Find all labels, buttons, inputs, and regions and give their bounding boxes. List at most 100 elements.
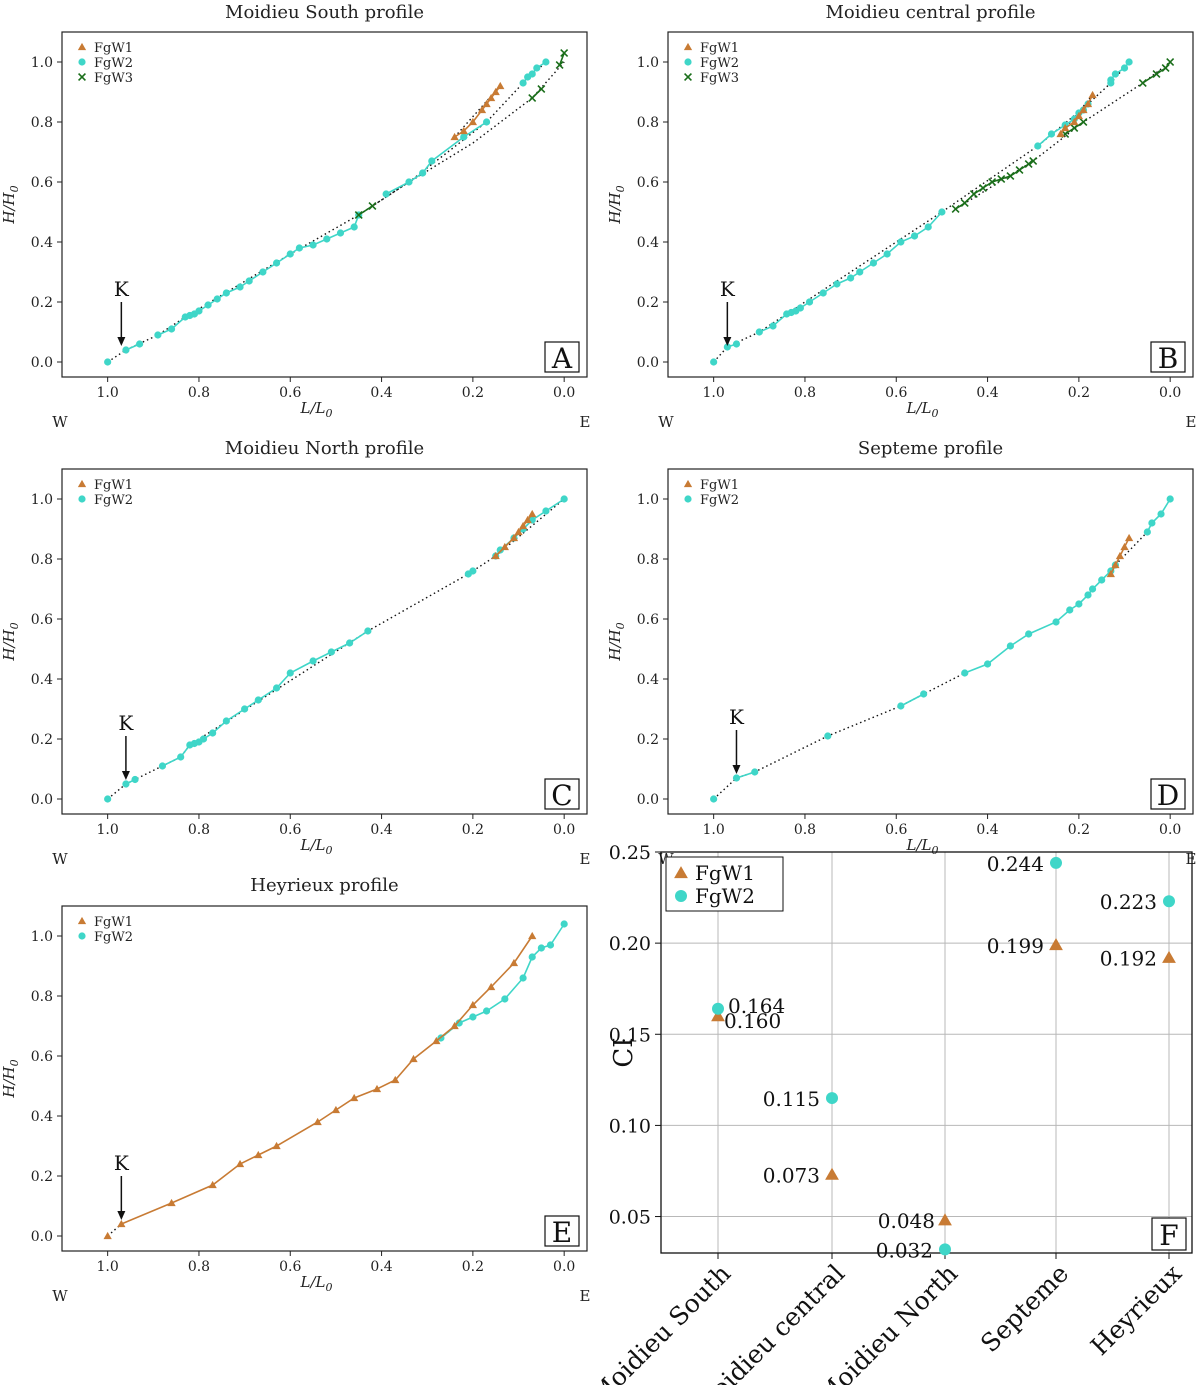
fgw2-point	[428, 157, 436, 165]
fgw1-point	[1056, 129, 1065, 138]
fgw3-point-stroke-b	[555, 61, 564, 69]
fgw2-point	[195, 307, 203, 315]
fgw1-point	[496, 81, 505, 90]
legend-fgw1-label: FgW1	[700, 478, 739, 493]
x-tick-label: 0.8	[188, 385, 210, 401]
x-tick-label: 0.4	[370, 822, 392, 838]
fgw1-line	[120, 935, 533, 1225]
fgw3-point	[1024, 160, 1033, 168]
legend-fgw2-label: FgW2	[700, 493, 739, 508]
fgw2-point	[295, 244, 303, 252]
fgw3-point-stroke-b	[1006, 172, 1015, 180]
legend-fgw3-label: FgW3	[700, 71, 739, 86]
x-tick-label: 1.0	[703, 385, 725, 401]
fgw1-point	[1106, 569, 1115, 578]
fgw3-point	[979, 184, 987, 192]
fgw1-point	[1124, 533, 1134, 542]
axes-frame	[61, 905, 588, 1252]
west-label: W	[52, 850, 68, 868]
fgw2-point	[897, 702, 905, 710]
legend-fgw2-label: FgW2	[695, 884, 755, 908]
y-tick-label: 0.4	[31, 235, 53, 251]
fgw2-point	[769, 322, 777, 330]
fgw1-point	[208, 1180, 217, 1189]
west-label: W	[52, 413, 68, 431]
fgw2-point	[1157, 510, 1165, 518]
fgw1-point	[500, 542, 509, 551]
x-tick-label: 0.8	[794, 822, 816, 838]
fgw2-value-label: 0.244	[987, 852, 1044, 876]
axes-frame	[61, 31, 588, 378]
fgw1-point	[1115, 551, 1125, 560]
fgw2-point	[560, 920, 568, 928]
x-tick-label: 1.0	[703, 822, 725, 838]
fgw1-point	[509, 958, 519, 967]
x-tick-label: 0.0	[553, 822, 575, 838]
y-axis-label-sub: 0	[8, 622, 21, 629]
panel-letter: D	[1157, 779, 1179, 812]
east-label: E	[580, 413, 591, 431]
fgw3-point-stroke-b	[560, 49, 569, 57]
east-label: E	[580, 850, 591, 868]
fgw2-point	[122, 346, 130, 354]
x-axis-label-main: L/L	[906, 836, 932, 854]
x-tick-label: 0.4	[370, 1259, 392, 1275]
fgw2-point	[819, 289, 827, 297]
fgw1-point	[167, 1198, 176, 1207]
fgw2-point	[1163, 895, 1175, 908]
legend-fgw2-marker	[684, 58, 692, 66]
fgw1-point	[432, 1036, 441, 1045]
fgw2-point	[327, 648, 335, 656]
x-axis-label-main: L/L	[300, 1273, 326, 1291]
fgw2-point	[501, 995, 509, 1003]
x-tick-label: 0.6	[279, 1259, 301, 1275]
fgw2-point	[1088, 585, 1097, 593]
fgw2-point	[405, 178, 413, 186]
fgw3-point	[1161, 64, 1170, 72]
fgw2-point	[869, 259, 878, 267]
fgw2-point	[1075, 600, 1083, 608]
y-tick-label: 0.8	[637, 552, 659, 568]
fgw2-line	[385, 121, 488, 195]
y-axis-label: H/H0	[0, 1059, 21, 1098]
knickpoint-label: K	[118, 711, 134, 735]
legend-fgw2-marker	[684, 495, 692, 503]
fgw1-point	[1088, 90, 1097, 99]
x-axis-label-sub: 0	[931, 407, 938, 420]
legend-fgw1-marker	[674, 866, 688, 879]
fgw3-point	[1166, 58, 1175, 66]
legend-fgw3-marker-stroke-b	[684, 73, 692, 81]
knickpoint-label: K	[729, 705, 745, 729]
panel-d-septeme: Septeme profile 1.0 0.8 0.6 0.4 0.2 0.0 0.0 0.2 0…	[606, 438, 1196, 868]
fgw3-point	[1006, 172, 1015, 180]
fgw2-point	[241, 705, 249, 713]
fgw3-point	[951, 205, 960, 213]
fgw1-point	[1111, 560, 1120, 569]
x-tick-label: 0.0	[553, 385, 575, 401]
fgw2-point	[1098, 576, 1106, 584]
fgw3-point	[560, 49, 569, 57]
panel-b-moidieu-central: Moidieu central profile 1.0 0.8 0.6 0.4 0.2 0.…	[606, 2, 1196, 431]
fgw1-point	[391, 1075, 400, 1084]
y-axis-label: CI	[609, 1037, 639, 1067]
fgw1-value-label: 0.192	[1100, 947, 1157, 971]
fgw3-point	[1152, 70, 1161, 78]
panel-title: Septeme profile	[858, 438, 1003, 459]
panel-letter: C	[551, 779, 572, 812]
fgw3-point-stroke-b	[1015, 166, 1024, 174]
y-tick-label: 0.15	[609, 1024, 651, 1046]
legend-box	[665, 856, 784, 912]
fgw2-point	[236, 283, 244, 291]
fgw3-point	[988, 178, 997, 186]
fgw2-point	[796, 304, 804, 312]
fgw2-point	[755, 328, 763, 336]
y-axis-label-main: H/H	[606, 191, 624, 224]
x-tick-label: 0.6	[279, 822, 301, 838]
fgw2-point	[222, 289, 230, 297]
fgw2-point	[309, 241, 317, 249]
legend-fgw1-label: FgW1	[94, 478, 133, 493]
panel-letter-box	[544, 1215, 580, 1247]
fgw2-point	[1066, 606, 1074, 614]
y-tick-label: 1.0	[31, 929, 53, 945]
